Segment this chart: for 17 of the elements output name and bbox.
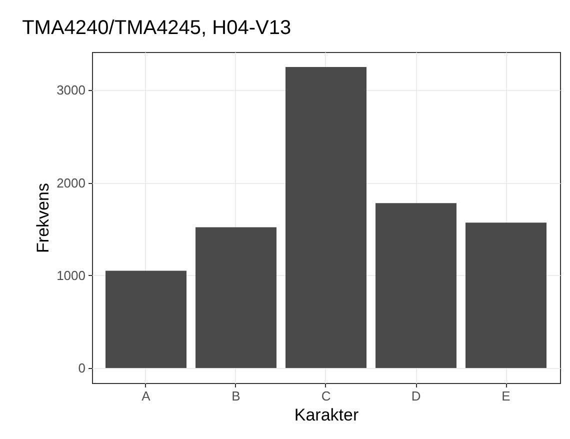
y-tick-label: 0 <box>78 360 86 376</box>
y-tick-label: 3000 <box>56 82 86 98</box>
x-tick-label: B <box>232 388 240 404</box>
x-tick-label: A <box>142 388 151 404</box>
x-tick-label: C <box>321 388 331 404</box>
y-axis-title: Frekvens <box>34 183 53 253</box>
y-tick-label: 2000 <box>56 175 86 190</box>
x-tick-label: D <box>411 388 421 404</box>
chart-title: TMA4240/TMA4245, H04-V13 <box>22 17 292 39</box>
bar <box>286 67 366 368</box>
bar <box>106 270 186 368</box>
x-tick-label: E <box>502 388 511 404</box>
y-tick-label: 1000 <box>56 268 86 283</box>
x-axis-title: Karakter <box>294 406 359 424</box>
bar <box>466 222 546 368</box>
bar <box>376 203 456 368</box>
bar <box>196 227 276 368</box>
